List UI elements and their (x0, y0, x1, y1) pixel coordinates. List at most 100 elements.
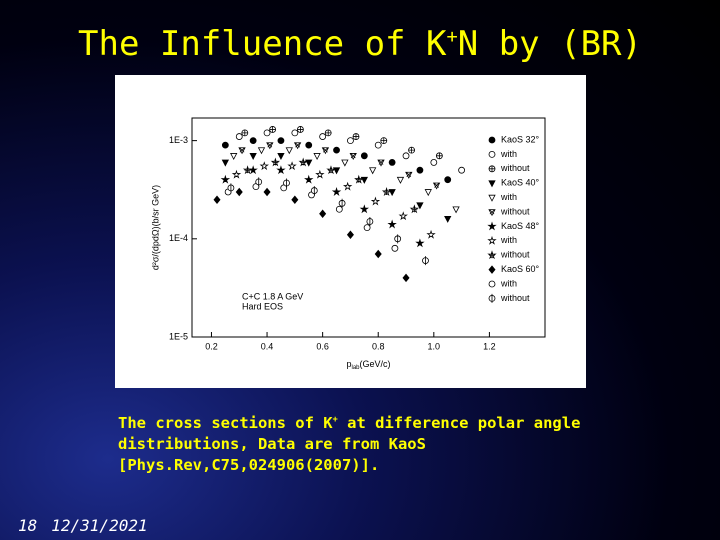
legend-label: KaoS 60° (501, 264, 540, 274)
slide-title: The Influence of K+N by (BR) (0, 24, 720, 64)
y-tick-label: 1E-4 (169, 233, 188, 243)
marker (394, 234, 402, 244)
marker (388, 159, 396, 166)
marker (422, 256, 429, 266)
marker (269, 126, 277, 133)
legend-label: with (500, 192, 517, 202)
marker (388, 189, 396, 197)
y-tick-label: 1E-5 (169, 331, 188, 341)
marker (305, 141, 313, 149)
marker (235, 187, 243, 197)
marker (409, 204, 420, 214)
marker (263, 129, 271, 137)
x-tick-label: 1.0 (428, 341, 441, 351)
marker (432, 182, 441, 190)
legend-marker (488, 265, 496, 274)
legend-marker (488, 165, 496, 173)
marker (402, 273, 410, 283)
marker (221, 159, 230, 167)
legend-marker (488, 136, 496, 144)
x-tick-label: 1.2 (483, 341, 496, 351)
title-text: The Influence of K (78, 24, 447, 64)
marker (360, 176, 368, 184)
marker (332, 167, 341, 175)
marker (354, 174, 364, 184)
marker (293, 142, 302, 150)
legend-label: with (500, 149, 517, 159)
marker (416, 202, 424, 210)
marker (370, 196, 381, 206)
slide-date: 12/31/2021 (51, 516, 148, 535)
marker (360, 152, 368, 160)
marker (387, 219, 397, 229)
marker (291, 195, 299, 204)
y-axis-label: d²σ/(dpdΩ)(b/sr GeV) (150, 185, 160, 270)
title-text: N by (BR) (457, 24, 642, 64)
chart: 1E-5 1E-4 1E-3 0.2 0.4 0.6 0.8 1.0 1.2 d²σ/(dpdΩ)… (150, 117, 546, 371)
caption: The cross sections of K+ at difference p… (118, 410, 638, 476)
marker (416, 166, 424, 174)
marker (319, 133, 327, 140)
marker (452, 206, 460, 214)
legend-marker (488, 194, 496, 202)
marker (396, 176, 405, 184)
marker (335, 205, 343, 213)
legend-label: with (500, 278, 517, 288)
marker (380, 137, 388, 144)
marker (285, 147, 293, 155)
marker (255, 177, 263, 187)
caption-text: The cross sections of K (118, 414, 333, 433)
legend-marker (487, 235, 497, 245)
marker (313, 153, 321, 160)
marker (405, 171, 413, 179)
x-axis-label: plab(GeV/c) (346, 359, 390, 370)
marker (259, 161, 269, 171)
marker (238, 147, 246, 155)
legend-marker (487, 250, 497, 260)
marker (359, 204, 370, 214)
marker (338, 198, 346, 208)
marker (276, 165, 286, 175)
marker (291, 129, 299, 137)
legend-marker (487, 221, 497, 231)
marker (342, 181, 353, 191)
marker (213, 195, 221, 204)
marker (391, 245, 399, 252)
marker (230, 153, 238, 160)
marker (326, 165, 336, 175)
marker (321, 147, 330, 155)
marker (270, 157, 281, 167)
legend-label: KaoS 32° (501, 134, 540, 144)
marker (435, 152, 443, 160)
marker (249, 137, 257, 144)
marker (277, 153, 285, 160)
marker (310, 186, 318, 196)
marker (426, 229, 436, 239)
marker (242, 165, 253, 175)
marker (374, 141, 382, 149)
marker (304, 174, 314, 184)
marker (263, 187, 271, 197)
marker (346, 230, 354, 239)
legend-marker (488, 209, 496, 217)
legend-label: without (500, 206, 530, 216)
legend-label: without (500, 163, 530, 173)
slide-number: 18 (18, 516, 38, 535)
marker (374, 249, 382, 259)
marker (249, 153, 257, 160)
marker (305, 159, 313, 167)
marker (458, 166, 466, 174)
marker (352, 133, 360, 140)
legend-label: without (500, 293, 530, 303)
marker (283, 178, 290, 188)
legend-marker (488, 280, 496, 288)
marker (235, 133, 243, 140)
annotation: C+C 1.8 A GeV (242, 291, 303, 301)
marker (257, 147, 266, 155)
marker (424, 189, 432, 197)
legend-marker (488, 151, 496, 158)
marker (277, 137, 285, 144)
caption-sup: + (332, 415, 338, 425)
marker (297, 126, 304, 133)
